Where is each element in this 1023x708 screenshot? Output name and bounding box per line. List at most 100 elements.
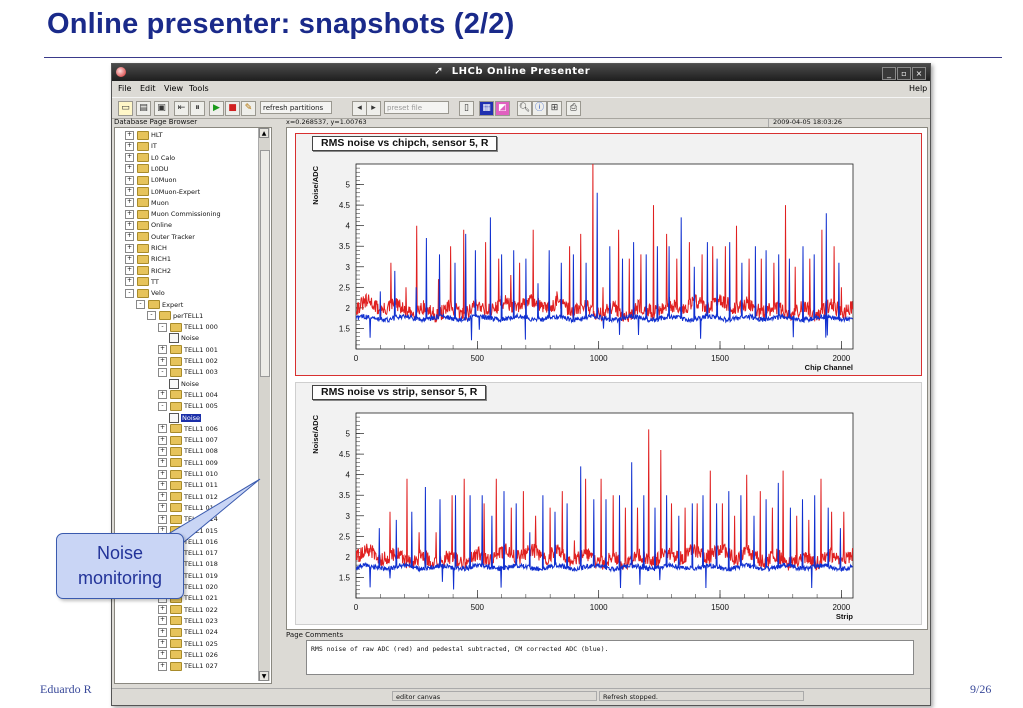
tree-folder-item[interactable]: - Expert bbox=[136, 300, 183, 311]
collapse-icon[interactable]: - bbox=[158, 367, 167, 377]
tree-folder-item[interactable]: + TELL1 004 bbox=[158, 390, 218, 401]
next-icon[interactable]: ▸ bbox=[366, 101, 381, 116]
expand-icon[interactable]: + bbox=[158, 458, 167, 468]
menu-help[interactable]: Help bbox=[909, 84, 928, 93]
tree-folder-item[interactable]: + Muon bbox=[125, 198, 169, 209]
expand-icon[interactable]: + bbox=[125, 164, 134, 174]
refresh-partitions-select[interactable]: refresh partitions bbox=[260, 101, 332, 114]
tree-folder-item[interactable]: + TELL1 007 bbox=[158, 435, 218, 446]
tree-folder-item[interactable]: + TELL1 010 bbox=[158, 469, 218, 480]
expand-icon[interactable]: + bbox=[158, 514, 167, 524]
tree-folder-item[interactable]: + L0DU bbox=[125, 164, 169, 175]
tree-folder-item[interactable]: - TELL1 000 bbox=[158, 322, 218, 333]
editor-canvas[interactable]: 1.5 2 2.5 3 3.5 4 4.5 5 0 500 1000 1500 2000 Chip Cha… bbox=[286, 127, 928, 630]
tree-folder-item[interactable]: + L0Muon bbox=[125, 175, 177, 186]
expand-icon[interactable]: + bbox=[158, 390, 167, 400]
tree-page-item[interactable]: Noise bbox=[169, 333, 199, 344]
expand-icon[interactable]: + bbox=[158, 492, 167, 502]
tree-folder-item[interactable]: + Muon Commissioning bbox=[125, 209, 221, 220]
step-back-icon[interactable]: ⇤ bbox=[174, 101, 189, 116]
plot-pad-strip[interactable]: 1.5 2 2.5 3 3.5 4 4.5 5 0 500 1000 1500 2000 Strip Noi… bbox=[295, 382, 922, 625]
tree-folder-item[interactable]: + TELL1 011 bbox=[158, 480, 218, 491]
open-icon[interactable]: ▤ bbox=[136, 101, 151, 116]
collapse-icon[interactable]: - bbox=[125, 288, 134, 298]
tree-folder-item[interactable]: + RICH bbox=[125, 243, 167, 254]
expand-icon[interactable]: + bbox=[125, 266, 134, 276]
tree-folder-item[interactable]: + TELL1 022 bbox=[158, 605, 218, 616]
expand-icon[interactable]: + bbox=[158, 661, 167, 671]
expand-icon[interactable]: + bbox=[125, 130, 134, 140]
menu-file[interactable]: File bbox=[118, 84, 132, 93]
expand-icon[interactable]: + bbox=[158, 639, 167, 648]
histogram-icon[interactable]: ▦ bbox=[479, 101, 494, 116]
tree-scrollbar[interactable]: ▲ ▼ bbox=[258, 128, 270, 681]
expand-icon[interactable]: + bbox=[125, 232, 134, 242]
expand-icon[interactable]: + bbox=[125, 220, 134, 230]
page-comments-box[interactable]: RMS noise of raw ADC (red) and pedestal … bbox=[306, 640, 914, 675]
window-titlebar[interactable]: ➚ LHCb Online Presenter _ ▫ × bbox=[112, 64, 930, 81]
tree-folder-item[interactable]: + TELL1 025 bbox=[158, 639, 218, 650]
expand-icon[interactable]: + bbox=[125, 254, 134, 264]
expand-icon[interactable]: + bbox=[158, 469, 167, 479]
collapse-icon[interactable]: - bbox=[158, 322, 167, 332]
expand-icon[interactable]: + bbox=[158, 616, 167, 626]
previous-icon[interactable]: ◂ bbox=[352, 101, 367, 116]
tree-folder-item[interactable]: + TELL1 012 bbox=[158, 492, 218, 503]
expand-icon[interactable]: + bbox=[125, 141, 134, 151]
expand-icon[interactable]: + bbox=[158, 480, 167, 490]
expand-icon[interactable]: + bbox=[125, 187, 134, 196]
tree-page-item[interactable]: Noise bbox=[169, 412, 202, 424]
expand-icon[interactable]: + bbox=[158, 503, 167, 513]
expand-icon[interactable]: + bbox=[158, 605, 167, 615]
tree-page-item[interactable]: Noise bbox=[169, 378, 199, 390]
collapse-icon[interactable]: - bbox=[158, 401, 167, 411]
preset-file-select[interactable]: preset file bbox=[384, 101, 449, 114]
expand-icon[interactable]: + bbox=[158, 356, 167, 366]
tree-folder-item[interactable]: + TELL1 026 bbox=[158, 650, 218, 661]
image-icon[interactable]: ⊞ bbox=[547, 101, 562, 116]
save-icon[interactable]: ▣ bbox=[154, 101, 169, 116]
tree-folder-item[interactable]: - perTELL1 bbox=[147, 311, 203, 322]
tree-folder-item[interactable]: + TELL1 008 bbox=[158, 446, 218, 457]
zoom-icon[interactable]: 🔍︎ bbox=[517, 101, 532, 116]
tree-folder-item[interactable]: - TELL1 005 bbox=[158, 401, 218, 412]
tree-folder-item[interactable]: + TELL1 024 bbox=[158, 627, 218, 638]
tree-folder-item[interactable]: + L0Muon-Expert bbox=[125, 187, 200, 198]
tree-folder-item[interactable]: + HLT bbox=[125, 130, 163, 141]
expand-icon[interactable]: + bbox=[158, 345, 167, 355]
collapse-icon[interactable]: - bbox=[147, 311, 156, 321]
tree-folder-item[interactable]: + TELL1 001 bbox=[158, 345, 218, 356]
tree-folder-item[interactable]: + RICH2 bbox=[125, 266, 171, 277]
scroll-thumb[interactable] bbox=[260, 150, 270, 377]
menu-edit[interactable]: Edit bbox=[140, 84, 156, 93]
expand-icon[interactable]: + bbox=[125, 198, 134, 208]
tree-folder-item[interactable]: + TELL1 013 bbox=[158, 503, 218, 514]
tree-folder-item[interactable]: + TELL1 027 bbox=[158, 661, 218, 672]
minimize-button[interactable]: _ bbox=[882, 67, 896, 80]
new-page-icon[interactable]: ▭ bbox=[118, 101, 133, 116]
tree-folder-item[interactable]: + L0 Calo bbox=[125, 153, 175, 164]
play-icon[interactable]: ▶ bbox=[209, 101, 224, 116]
tree-folder-item[interactable]: + TELL1 023 bbox=[158, 616, 218, 627]
stop-icon[interactable]: ■ bbox=[225, 101, 240, 116]
print-icon[interactable]: ⎙ bbox=[566, 101, 581, 116]
tree-folder-item[interactable]: + Online bbox=[125, 220, 172, 231]
maximize-button[interactable]: ▫ bbox=[897, 67, 911, 80]
expand-icon[interactable]: + bbox=[125, 175, 134, 185]
expand-icon[interactable]: + bbox=[125, 153, 134, 163]
tree-folder-item[interactable]: - TELL1 003 bbox=[158, 367, 218, 378]
tree-folder-item[interactable]: + IT bbox=[125, 141, 157, 152]
page-browser-tree[interactable]: + HLT + IT + L0 Calo + L0DU + L0Muon + L0Muon-Exper… bbox=[114, 127, 272, 684]
menu-tools[interactable]: Tools bbox=[189, 84, 209, 93]
tree-folder-item[interactable]: + TELL1 006 bbox=[158, 424, 218, 435]
scroll-up-button[interactable]: ▲ bbox=[259, 128, 269, 138]
expand-icon[interactable]: + bbox=[158, 650, 167, 660]
collapse-icon[interactable]: - bbox=[136, 300, 145, 309]
expand-icon[interactable]: + bbox=[158, 627, 167, 637]
page-icon[interactable]: ▯ bbox=[459, 101, 474, 116]
menu-view[interactable]: View bbox=[164, 84, 183, 93]
tree-folder-item[interactable]: + TELL1 002 bbox=[158, 356, 218, 367]
expand-icon[interactable]: + bbox=[125, 209, 134, 219]
close-button[interactable]: × bbox=[912, 67, 926, 80]
plot-pad-chipch[interactable]: 1.5 2 2.5 3 3.5 4 4.5 5 0 500 1000 1500 2000 Chip Cha… bbox=[295, 133, 922, 376]
